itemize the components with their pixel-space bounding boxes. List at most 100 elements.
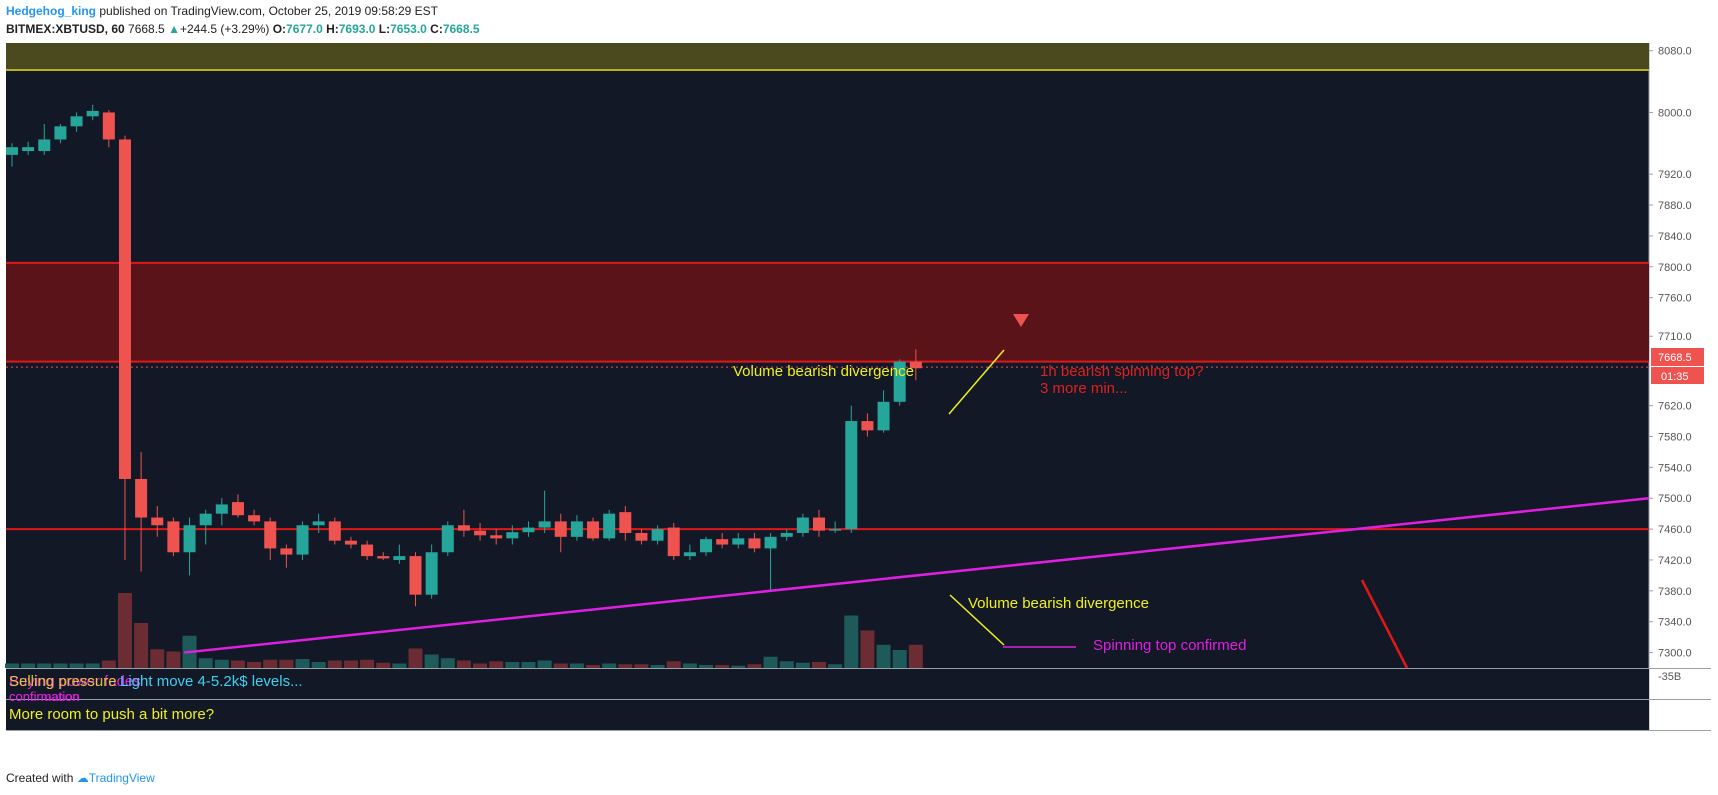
volume-bar: [295, 659, 310, 668]
candle-body: [183, 525, 196, 553]
open-value: 7677.0: [286, 22, 323, 36]
more-room-text: More room to push a bit more?: [9, 706, 214, 723]
candle-body: [425, 552, 438, 595]
price-tick-label: 7580.0: [1658, 432, 1692, 444]
volume-bar: [37, 663, 52, 668]
candle-body: [280, 548, 293, 555]
price-tick-label: 7300.0: [1658, 648, 1692, 660]
volume-bar: [5, 663, 19, 668]
price-tick-label: 7800.0: [1658, 262, 1692, 274]
volume-divergence-volume-label: Volume bearish divergence: [968, 595, 1149, 612]
volume-bar: [876, 644, 891, 668]
footer: Created with ☁TradingView: [6, 771, 155, 785]
volume-bar: [53, 663, 68, 668]
volume-bar: [440, 658, 455, 668]
candle-body: [796, 517, 809, 533]
volume-divergence-line: [949, 594, 1005, 646]
candle-body: [845, 421, 858, 530]
volume-bar: [618, 664, 633, 668]
overlap-text-2: Selling pressure: [9, 673, 117, 690]
last-price-tag-text: 7668.5: [1658, 352, 1692, 364]
candle-body: [457, 525, 470, 531]
annotations: Volume bearish divergence 1h bearish spi…: [9, 314, 1409, 723]
last-price: 7668.5: [128, 22, 165, 36]
volume-bar: [812, 662, 826, 668]
price-tick-label: 8000.0: [1658, 107, 1692, 119]
volume-bar: [85, 663, 100, 668]
countdown-text: 01:35: [1661, 371, 1689, 383]
candle-body: [296, 525, 309, 555]
tradingview-logo-icon[interactable]: ☁: [76, 771, 89, 785]
candle-body: [538, 521, 551, 528]
volume-divergence-price-label: Volume bearish divergence: [733, 363, 914, 380]
candle-body: [441, 525, 454, 553]
publish-info: Hedgehog_king published on TradingView.c…: [6, 4, 438, 18]
volume-bar: [521, 662, 536, 668]
volume-bar: [408, 648, 423, 668]
overlap-text-1: Buying power fades: [9, 673, 141, 690]
volume-bar: [198, 658, 213, 668]
volume-bar: [650, 665, 665, 668]
candle-body: [344, 540, 357, 545]
last-price-tag: [1651, 348, 1704, 366]
overlap-text-4: confirmation: [9, 689, 80, 704]
volume-bar: [311, 662, 326, 668]
candle-body: [6, 147, 18, 155]
candle-body: [54, 126, 67, 140]
candle-body: [490, 535, 503, 539]
volume-bar: [699, 665, 714, 668]
volume-bar: [230, 660, 245, 668]
created-with: Created with: [6, 771, 74, 785]
time-axis[interactable]: [6, 731, 1649, 757]
volume-bar: [263, 659, 278, 668]
price-axis[interactable]: [1649, 43, 1711, 757]
candle-body: [393, 556, 406, 560]
volume-bar: [424, 654, 439, 668]
price-tick-label: 7880.0: [1658, 200, 1692, 212]
candle-body: [361, 544, 374, 557]
three-more-min: 3 more min...: [1040, 380, 1128, 397]
candle-body: [748, 538, 761, 549]
red-trendline-fragment: [1360, 579, 1409, 669]
volume-bar: [392, 663, 407, 668]
volume-bar: [715, 665, 730, 668]
candle-body: [570, 521, 583, 537]
price-tick-label: 7840.0: [1658, 231, 1692, 243]
volume-bar: [69, 663, 84, 668]
candle-body: [474, 530, 487, 536]
candle-body: [683, 552, 696, 557]
high-value: 7693.0: [338, 22, 376, 36]
candle-body: [554, 521, 567, 537]
overlap-text-3: Light move 4-5.2k$ levels...: [120, 673, 303, 690]
spinning-top-question: 1h bearish spinning top?: [1040, 363, 1203, 380]
candle-body: [215, 504, 228, 514]
symbol-label: BITMEX:XBTUSD, 60: [6, 22, 125, 36]
volume-bar: [634, 664, 649, 668]
volume-bar: [682, 663, 697, 668]
volume-bar: [150, 649, 165, 668]
tradingview-brand[interactable]: TradingView: [88, 771, 155, 785]
candle-body: [102, 112, 115, 140]
volume-bar: [327, 660, 342, 668]
volume-bar: [473, 663, 488, 668]
published-text: published on TradingView.com, October 25…: [96, 4, 439, 18]
candle-body: [506, 532, 519, 539]
price-tick-label: 7760.0: [1658, 293, 1692, 305]
candle-body: [199, 513, 212, 526]
price-tick-label: 7460.0: [1658, 524, 1692, 536]
price-tick-label: 7420.0: [1658, 555, 1692, 567]
candle-body: [667, 527, 680, 557]
author-name[interactable]: Hedgehog_king: [6, 4, 97, 18]
candle-body: [893, 361, 906, 402]
volume-bar: [569, 663, 584, 668]
candle-body: [22, 147, 35, 152]
price-tick-label: 7340.0: [1658, 617, 1692, 629]
candle-body: [829, 529, 842, 531]
candle-body: [877, 401, 890, 431]
candle-body: [312, 521, 325, 526]
volume-bar: [763, 656, 778, 668]
ascending-trendline: [184, 497, 1650, 654]
price-tick-label: 7540.0: [1658, 462, 1692, 474]
price-tick-label: 7710.0: [1658, 331, 1692, 343]
